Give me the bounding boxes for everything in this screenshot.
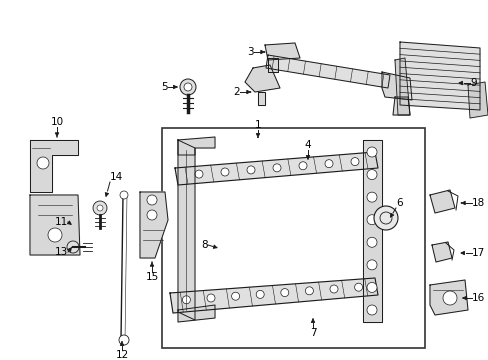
Polygon shape — [467, 82, 487, 118]
Circle shape — [366, 170, 376, 180]
Polygon shape — [394, 58, 409, 115]
Circle shape — [93, 201, 107, 215]
Circle shape — [354, 283, 362, 291]
Circle shape — [231, 292, 239, 300]
Circle shape — [272, 164, 281, 172]
Circle shape — [366, 215, 376, 225]
Text: 14: 14 — [110, 172, 123, 182]
Text: 3: 3 — [247, 47, 253, 57]
Polygon shape — [30, 195, 80, 255]
Circle shape — [442, 291, 456, 305]
Circle shape — [206, 294, 215, 302]
Circle shape — [366, 237, 376, 247]
Circle shape — [373, 206, 397, 230]
Polygon shape — [244, 65, 280, 92]
Circle shape — [366, 192, 376, 202]
Polygon shape — [429, 280, 467, 315]
Circle shape — [280, 289, 288, 297]
Polygon shape — [264, 43, 299, 60]
Circle shape — [97, 205, 103, 211]
Polygon shape — [392, 97, 409, 115]
Circle shape — [366, 147, 376, 157]
Polygon shape — [362, 140, 381, 322]
Circle shape — [329, 285, 337, 293]
Text: 11: 11 — [55, 217, 68, 227]
Polygon shape — [431, 242, 451, 262]
Text: 1: 1 — [254, 120, 261, 130]
Polygon shape — [258, 92, 264, 105]
Text: 16: 16 — [471, 293, 484, 303]
Text: 18: 18 — [471, 198, 484, 208]
Text: 8: 8 — [201, 240, 207, 250]
Circle shape — [350, 158, 358, 166]
Circle shape — [221, 168, 228, 176]
Text: 17: 17 — [471, 248, 484, 258]
Circle shape — [256, 291, 264, 298]
Text: 12: 12 — [115, 350, 128, 360]
Circle shape — [246, 166, 254, 174]
Circle shape — [379, 212, 391, 224]
Polygon shape — [429, 190, 454, 213]
Circle shape — [119, 335, 129, 345]
Circle shape — [147, 210, 157, 220]
Circle shape — [325, 160, 332, 168]
Text: 5: 5 — [161, 82, 168, 92]
Polygon shape — [381, 72, 411, 100]
Circle shape — [180, 79, 196, 95]
Polygon shape — [178, 137, 215, 155]
Circle shape — [147, 195, 157, 205]
Circle shape — [366, 283, 376, 292]
Text: 4: 4 — [304, 140, 311, 150]
Circle shape — [366, 305, 376, 315]
Polygon shape — [178, 140, 195, 320]
Polygon shape — [175, 152, 377, 185]
Circle shape — [183, 83, 192, 91]
Circle shape — [67, 241, 79, 253]
Bar — [162, 128, 424, 348]
Text: 13: 13 — [55, 247, 68, 257]
Text: 2: 2 — [233, 87, 240, 97]
Polygon shape — [399, 42, 479, 110]
Text: 10: 10 — [50, 117, 63, 127]
Circle shape — [366, 260, 376, 270]
Polygon shape — [178, 305, 215, 322]
Polygon shape — [265, 55, 389, 88]
Polygon shape — [30, 140, 78, 192]
Polygon shape — [140, 192, 168, 258]
Circle shape — [195, 170, 203, 178]
Circle shape — [48, 228, 62, 242]
Text: 6: 6 — [395, 198, 402, 208]
Circle shape — [37, 157, 49, 169]
Circle shape — [305, 287, 313, 295]
Circle shape — [298, 162, 306, 170]
Circle shape — [182, 296, 190, 304]
Text: 15: 15 — [145, 272, 158, 282]
Polygon shape — [170, 278, 377, 313]
Text: 9: 9 — [469, 78, 476, 88]
Circle shape — [120, 191, 128, 199]
Polygon shape — [267, 58, 278, 72]
Text: 7: 7 — [309, 328, 316, 338]
